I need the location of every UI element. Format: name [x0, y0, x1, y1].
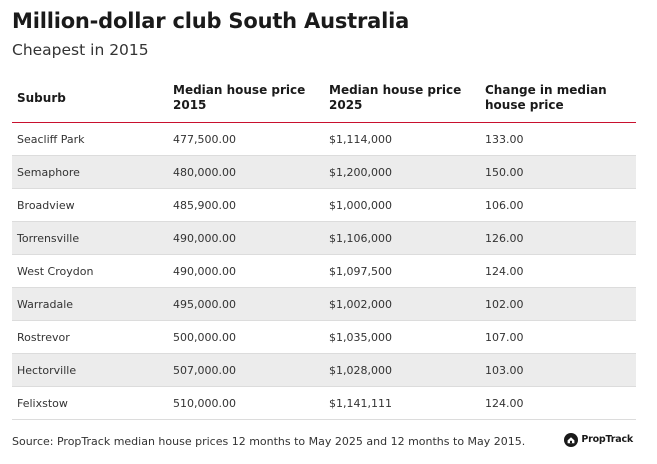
page-subtitle: Cheapest in 2015 — [12, 41, 149, 59]
cell-price-2025: $1,141,111 — [324, 386, 480, 420]
table-row: West Croydon 490,000.00 $1,097,500 124.0… — [12, 254, 636, 288]
proptrack-logo-icon — [564, 432, 579, 447]
table-row: Broadview 485,900.00 $1,000,000 106.00 — [12, 188, 636, 222]
cell-price-2015: 490,000.00 — [168, 254, 324, 288]
cell-price-2025: $1,028,000 — [324, 353, 480, 387]
page-title: Million-dollar club South Australia — [12, 9, 410, 33]
cell-price-2025: $1,002,000 — [324, 287, 480, 321]
cell-suburb: Rostrevor — [12, 320, 168, 354]
column-header-change: Change in median house price — [480, 74, 636, 123]
cell-suburb: Warradale — [12, 287, 168, 321]
cell-change: 107.00 — [480, 320, 636, 354]
column-header-price-2015: Median house price 2015 — [168, 74, 324, 123]
cell-price-2015: 477,500.00 — [168, 122, 324, 156]
cell-change: 133.00 — [480, 122, 636, 156]
column-header-price-2025: Median house price 2025 — [324, 74, 480, 123]
cell-suburb: Felixstow — [12, 386, 168, 420]
cell-change: 126.00 — [480, 221, 636, 255]
cell-change: 106.00 — [480, 188, 636, 222]
cell-price-2025: $1,106,000 — [324, 221, 480, 255]
table-header-row: Suburb Median house price 2015 Median ho… — [12, 74, 636, 123]
cell-change: 150.00 — [480, 155, 636, 189]
cell-change: 124.00 — [480, 254, 636, 288]
brand-logo: PropTrack — [564, 432, 633, 447]
cell-suburb: Seacliff Park — [12, 122, 168, 156]
cell-price-2025: $1,097,500 — [324, 254, 480, 288]
table-row: Semaphore 480,000.00 $1,200,000 150.00 — [12, 155, 636, 189]
cell-change: 124.00 — [480, 386, 636, 420]
table-row: Torrensville 490,000.00 $1,106,000 126.0… — [12, 221, 636, 255]
cell-price-2025: $1,035,000 — [324, 320, 480, 354]
cell-price-2025: $1,114,000 — [324, 122, 480, 156]
cell-price-2015: 480,000.00 — [168, 155, 324, 189]
cell-change: 103.00 — [480, 353, 636, 387]
cell-price-2015: 485,900.00 — [168, 188, 324, 222]
brand-name: PropTrack — [581, 433, 633, 445]
cell-change: 102.00 — [480, 287, 636, 321]
table-row: Warradale 495,000.00 $1,002,000 102.00 — [12, 287, 636, 321]
cell-price-2015: 490,000.00 — [168, 221, 324, 255]
cell-price-2015: 510,000.00 — [168, 386, 324, 420]
cell-suburb: Hectorville — [12, 353, 168, 387]
cell-price-2015: 500,000.00 — [168, 320, 324, 354]
table-row: Seacliff Park 477,500.00 $1,114,000 133.… — [12, 122, 636, 156]
cell-price-2015: 495,000.00 — [168, 287, 324, 321]
cell-price-2015: 507,000.00 — [168, 353, 324, 387]
table-row: Felixstow 510,000.00 $1,141,111 124.00 — [12, 386, 636, 420]
cell-price-2025: $1,000,000 — [324, 188, 480, 222]
column-header-suburb: Suburb — [12, 74, 168, 123]
table-row: Hectorville 507,000.00 $1,028,000 103.00 — [12, 353, 636, 387]
cell-suburb: West Croydon — [12, 254, 168, 288]
table-row: Rostrevor 500,000.00 $1,035,000 107.00 — [12, 320, 636, 354]
source-note: Source: PropTrack median house prices 12… — [12, 435, 526, 448]
cell-suburb: Torrensville — [12, 221, 168, 255]
cell-price-2025: $1,200,000 — [324, 155, 480, 189]
cell-suburb: Semaphore — [12, 155, 168, 189]
data-table: Suburb Median house price 2015 Median ho… — [12, 74, 636, 420]
cell-suburb: Broadview — [12, 188, 168, 222]
